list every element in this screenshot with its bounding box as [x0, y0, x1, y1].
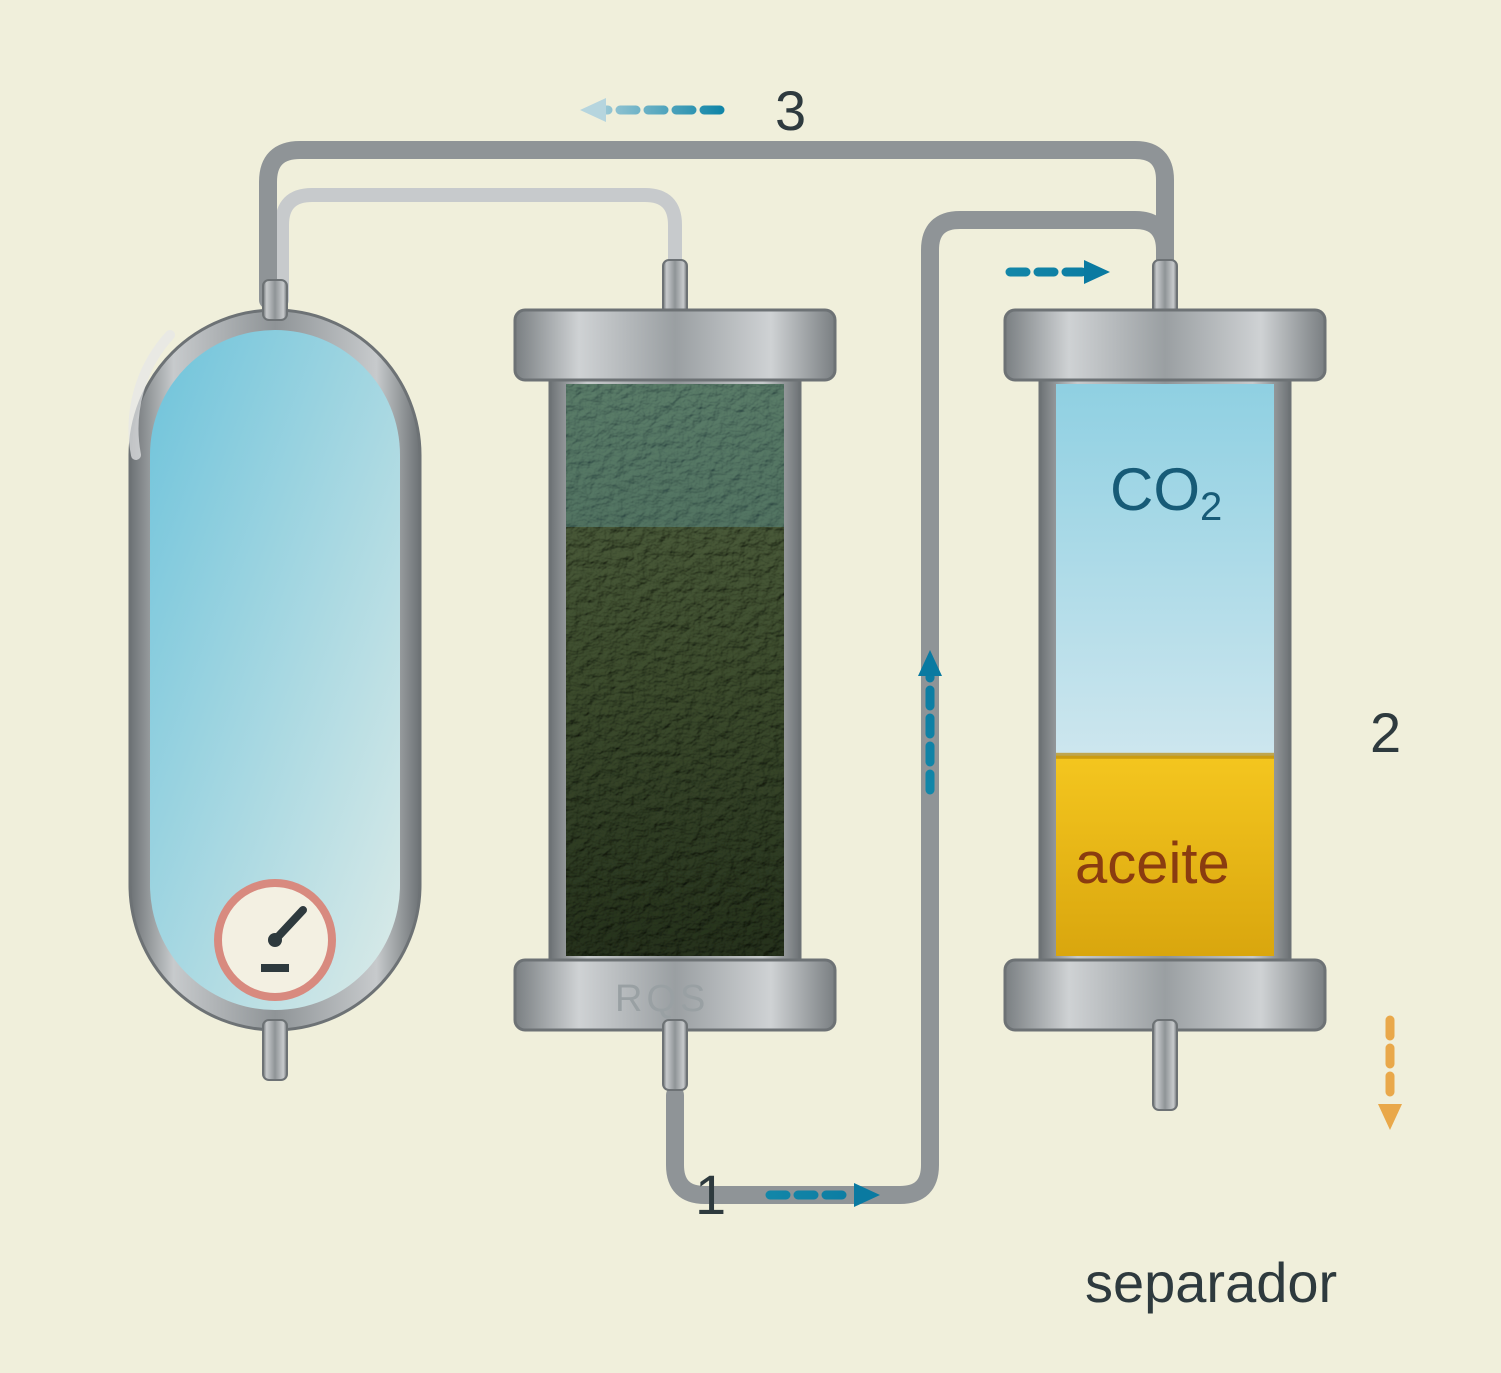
- step-1-label: 1: [695, 1162, 726, 1227]
- co2-sub: 2: [1200, 485, 1222, 529]
- rqs-watermark: RQS: [615, 978, 709, 1021]
- separator-vessel: [1005, 260, 1325, 1110]
- co2-text: CO: [1110, 456, 1200, 523]
- extractor-vessel: [515, 260, 835, 1090]
- co2-label: CO2: [1110, 455, 1222, 524]
- oil-label: aceite: [1075, 830, 1230, 897]
- separator-caption: separador: [1085, 1250, 1337, 1315]
- diagram-svg: [0, 0, 1501, 1373]
- co2-tank: [130, 280, 420, 1080]
- diagram-stage: 1 2 3 separador CO2 aceite RQS: [0, 0, 1501, 1373]
- step-2-label: 2: [1370, 700, 1401, 765]
- step-3-label: 3: [775, 78, 806, 143]
